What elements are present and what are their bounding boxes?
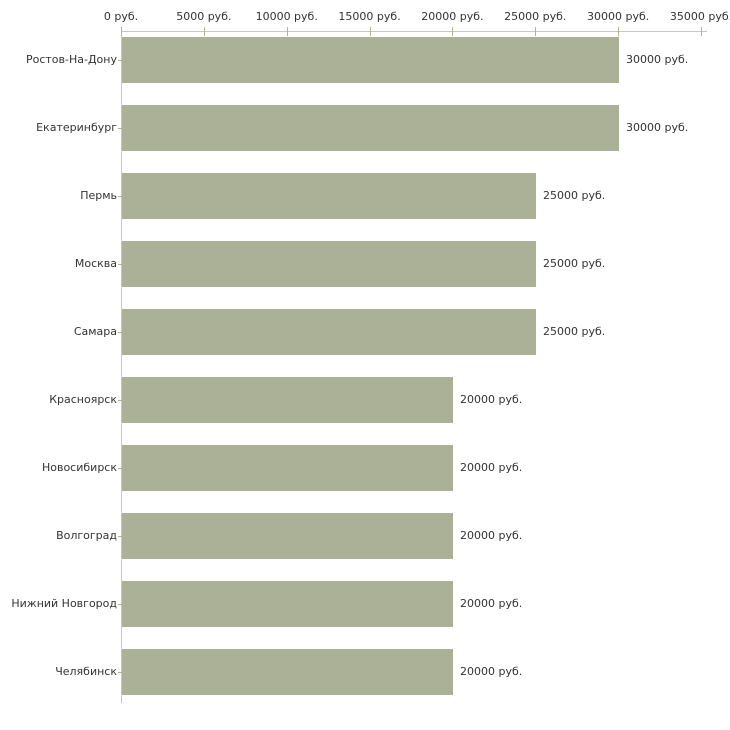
x-axis-tick bbox=[369, 27, 371, 36]
value-label: 25000 руб. bbox=[543, 189, 606, 202]
x-axis-tick-label: 0 руб. bbox=[103, 10, 139, 23]
x-axis-tick bbox=[286, 27, 288, 36]
value-label: 20000 руб. bbox=[460, 529, 523, 542]
y-axis-tick bbox=[118, 332, 125, 333]
value-label: 25000 руб. bbox=[543, 325, 606, 338]
x-axis-tick-label: 30000 руб. bbox=[587, 10, 650, 23]
y-axis-tick bbox=[118, 672, 125, 673]
category-label: Москва bbox=[74, 257, 117, 270]
category-label: Волгоград bbox=[56, 529, 117, 542]
x-axis-tick-label: 5000 руб. bbox=[176, 10, 232, 23]
x-axis-tick bbox=[535, 27, 537, 36]
y-axis-tick bbox=[118, 264, 125, 265]
category-label: Пермь bbox=[80, 189, 117, 202]
y-axis-tick bbox=[118, 60, 125, 61]
x-axis-tick-label: 25000 руб. bbox=[504, 10, 567, 23]
value-label: 30000 руб. bbox=[626, 53, 689, 66]
category-label: Самара bbox=[73, 325, 117, 338]
bar bbox=[122, 309, 536, 355]
x-axis-tick bbox=[452, 27, 454, 36]
y-axis-tick bbox=[118, 468, 125, 469]
x-axis-tick bbox=[701, 27, 702, 36]
category-label: Челябинск bbox=[55, 665, 117, 678]
x-axis-tick-label: 15000 руб. bbox=[338, 10, 401, 23]
y-axis-tick bbox=[118, 536, 125, 537]
x-axis-tick-label: 35000 руб. bbox=[669, 10, 730, 23]
bar bbox=[122, 173, 536, 219]
bar bbox=[122, 649, 453, 695]
category-label: Красноярск bbox=[49, 393, 117, 406]
value-label: 20000 руб. bbox=[460, 461, 523, 474]
category-label: Ростов-На-Дону bbox=[25, 53, 117, 66]
bar bbox=[122, 377, 453, 423]
x-axis-tick bbox=[618, 27, 620, 36]
bar bbox=[122, 37, 619, 83]
bar bbox=[122, 513, 453, 559]
y-axis-tick bbox=[118, 400, 125, 401]
x-axis-tick-label: 10000 руб. bbox=[255, 10, 318, 23]
x-axis-tick bbox=[121, 27, 122, 36]
bar bbox=[122, 105, 619, 151]
value-label: 25000 руб. bbox=[543, 257, 606, 270]
bar bbox=[122, 241, 536, 287]
category-label: Нижний Новгород bbox=[11, 597, 117, 610]
value-label: 30000 руб. bbox=[626, 121, 689, 134]
y-axis-tick bbox=[118, 604, 125, 605]
bar bbox=[122, 581, 453, 627]
x-axis-tick bbox=[203, 27, 205, 36]
value-label: 20000 руб. bbox=[460, 597, 523, 610]
x-axis-tick-label: 20000 руб. bbox=[421, 10, 484, 23]
value-label: 20000 руб. bbox=[460, 665, 523, 678]
y-axis-tick bbox=[118, 128, 125, 129]
value-label: 20000 руб. bbox=[460, 393, 523, 406]
category-label: Новосибирск bbox=[41, 461, 117, 474]
y-axis-tick bbox=[118, 196, 125, 197]
y-axis-line bbox=[121, 31, 122, 703]
bar bbox=[122, 445, 453, 491]
x-axis-line bbox=[121, 31, 707, 32]
category-label: Екатеринбург bbox=[36, 121, 117, 134]
